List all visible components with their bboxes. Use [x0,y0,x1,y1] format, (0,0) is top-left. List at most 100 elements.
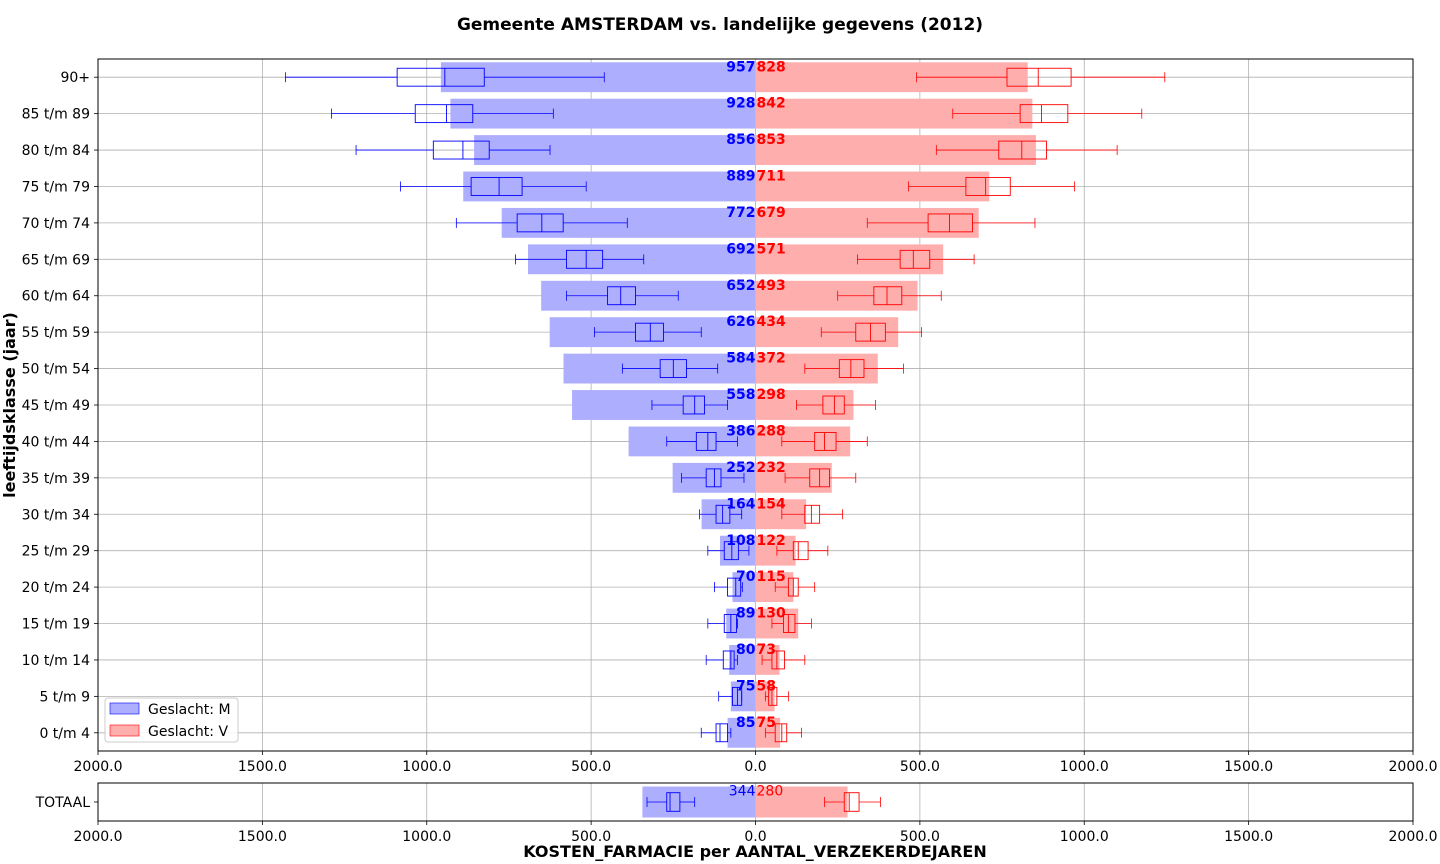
box-m [666,792,681,812]
box-m [723,541,739,561]
value-label-m: 85 [736,715,755,731]
y-tick-label: 65 t/m 69 [22,252,90,268]
total-plot-panel: 2000.0 1500.0 1000.0 500.0 0.0 500.0 1000.0 150… [35,782,1438,845]
plot-frame [97,58,1414,752]
box-v [804,504,821,524]
y-tick-label: 40 t/m 44 [22,434,90,450]
bar-m [719,535,756,566]
y-tick-label: 85 t/m 89 [22,107,90,123]
value-label-m: 957 [726,59,755,75]
x-tick-label: 2000.0 [1389,829,1438,845]
value-label-m: 889 [726,169,755,185]
value-label-v: 571 [757,241,786,257]
box-m [607,286,636,306]
value-label-v: 130 [757,606,786,622]
bar-m [727,717,756,748]
value-label-v: 434 [757,314,786,330]
box-v [873,286,903,306]
box-v [1019,104,1069,124]
value-label-v: 493 [757,278,786,294]
value-label-v: 73 [757,642,776,658]
box-m [715,723,729,743]
main-plot-panel: 2000.0 1500.0 1000.0 500.0 0.0 500.0 1000.0 150… [22,58,1438,775]
value-label-m: 652 [726,278,755,294]
box-v [927,213,973,233]
bar-m [730,681,756,712]
value-label-m: 75 [736,678,755,694]
y-tick-label: 15 t/m 19 [22,617,90,633]
y-tick-label: 80 t/m 84 [22,143,90,159]
x-tick-label: 2000.0 [1389,759,1438,775]
y-tick-label: 75 t/m 79 [22,179,90,195]
box-v [838,359,865,378]
y-axis-title: leeftijdsklasse (jaar) [0,312,19,498]
box-m [470,177,523,196]
value-label-m: 108 [726,533,755,549]
bar-m [501,207,756,238]
y-tick-label: 70 t/m 74 [22,216,90,232]
x-tick-label: 500.0 [900,829,940,845]
value-label-v: 58 [757,678,776,694]
box-m [566,249,604,269]
value-label-v: 679 [757,205,786,221]
x-tick-label: 0.0 [744,759,766,775]
value-label-m: 584 [726,351,755,367]
x-tick-label: 1500.0 [238,759,287,775]
box-v [822,395,845,415]
value-label-v: 280 [757,784,784,800]
value-label-m: 928 [726,96,755,112]
legend-swatch-v [109,724,140,737]
x-tick-label: 1000.0 [402,829,451,845]
box-m [705,468,722,488]
plot-frame [97,782,1414,822]
value-label-v: 75 [757,715,776,731]
value-label-m: 558 [726,387,755,403]
value-label-m: 80 [736,642,756,658]
box-m [723,614,737,633]
value-label-v: 115 [757,569,786,585]
y-tick-label: 10 t/m 14 [22,653,90,669]
y-tick-label: TOTAAL [35,795,91,811]
bar-m [732,572,756,603]
value-label-m: 626 [726,314,755,330]
value-label-m: 70 [736,569,756,585]
box-v [768,686,778,706]
box-m [414,104,474,124]
y-tick-label: 45 t/m 49 [22,398,90,414]
value-label-v: 372 [757,351,786,367]
y-tick-label: 60 t/m 64 [22,289,90,305]
box-m [432,140,490,160]
value-label-v: 842 [757,96,786,112]
bar-m [729,645,756,675]
y-tick-label: 0 t/m 4 [39,726,90,742]
y-tick-label: 35 t/m 39 [22,471,90,487]
y-tick-label: 30 t/m 34 [22,507,90,523]
legend: Geslacht: M Geslacht: V [104,697,239,743]
value-label-m: 344 [729,784,756,800]
box-v [998,140,1047,160]
x-tick-label: 1000.0 [402,759,451,775]
box-v [774,723,788,743]
y-tick-label: 50 t/m 54 [22,362,90,378]
x-tick-label: 500.0 [571,759,611,775]
bar-v [755,280,918,311]
x-tick-label: 2000.0 [74,829,123,845]
box-m [682,395,705,415]
value-label-v: 711 [757,169,786,185]
box-v [792,541,809,561]
bar-m [463,171,756,202]
x-tick-label: 1500.0 [238,829,287,845]
box-m [695,432,717,451]
box-m [635,322,664,342]
value-label-m: 386 [726,423,755,439]
value-label-m: 856 [726,132,755,148]
value-label-m: 164 [726,496,755,512]
box-v [899,249,931,269]
value-label-m: 252 [726,460,755,476]
value-label-v: 298 [757,387,786,403]
y-tick-label: 90+ [60,70,90,86]
value-label-v: 828 [757,59,786,75]
x-tick-label: 1500.0 [1224,829,1273,845]
x-tick-label: 1000.0 [1060,829,1109,845]
box-m [516,213,564,233]
